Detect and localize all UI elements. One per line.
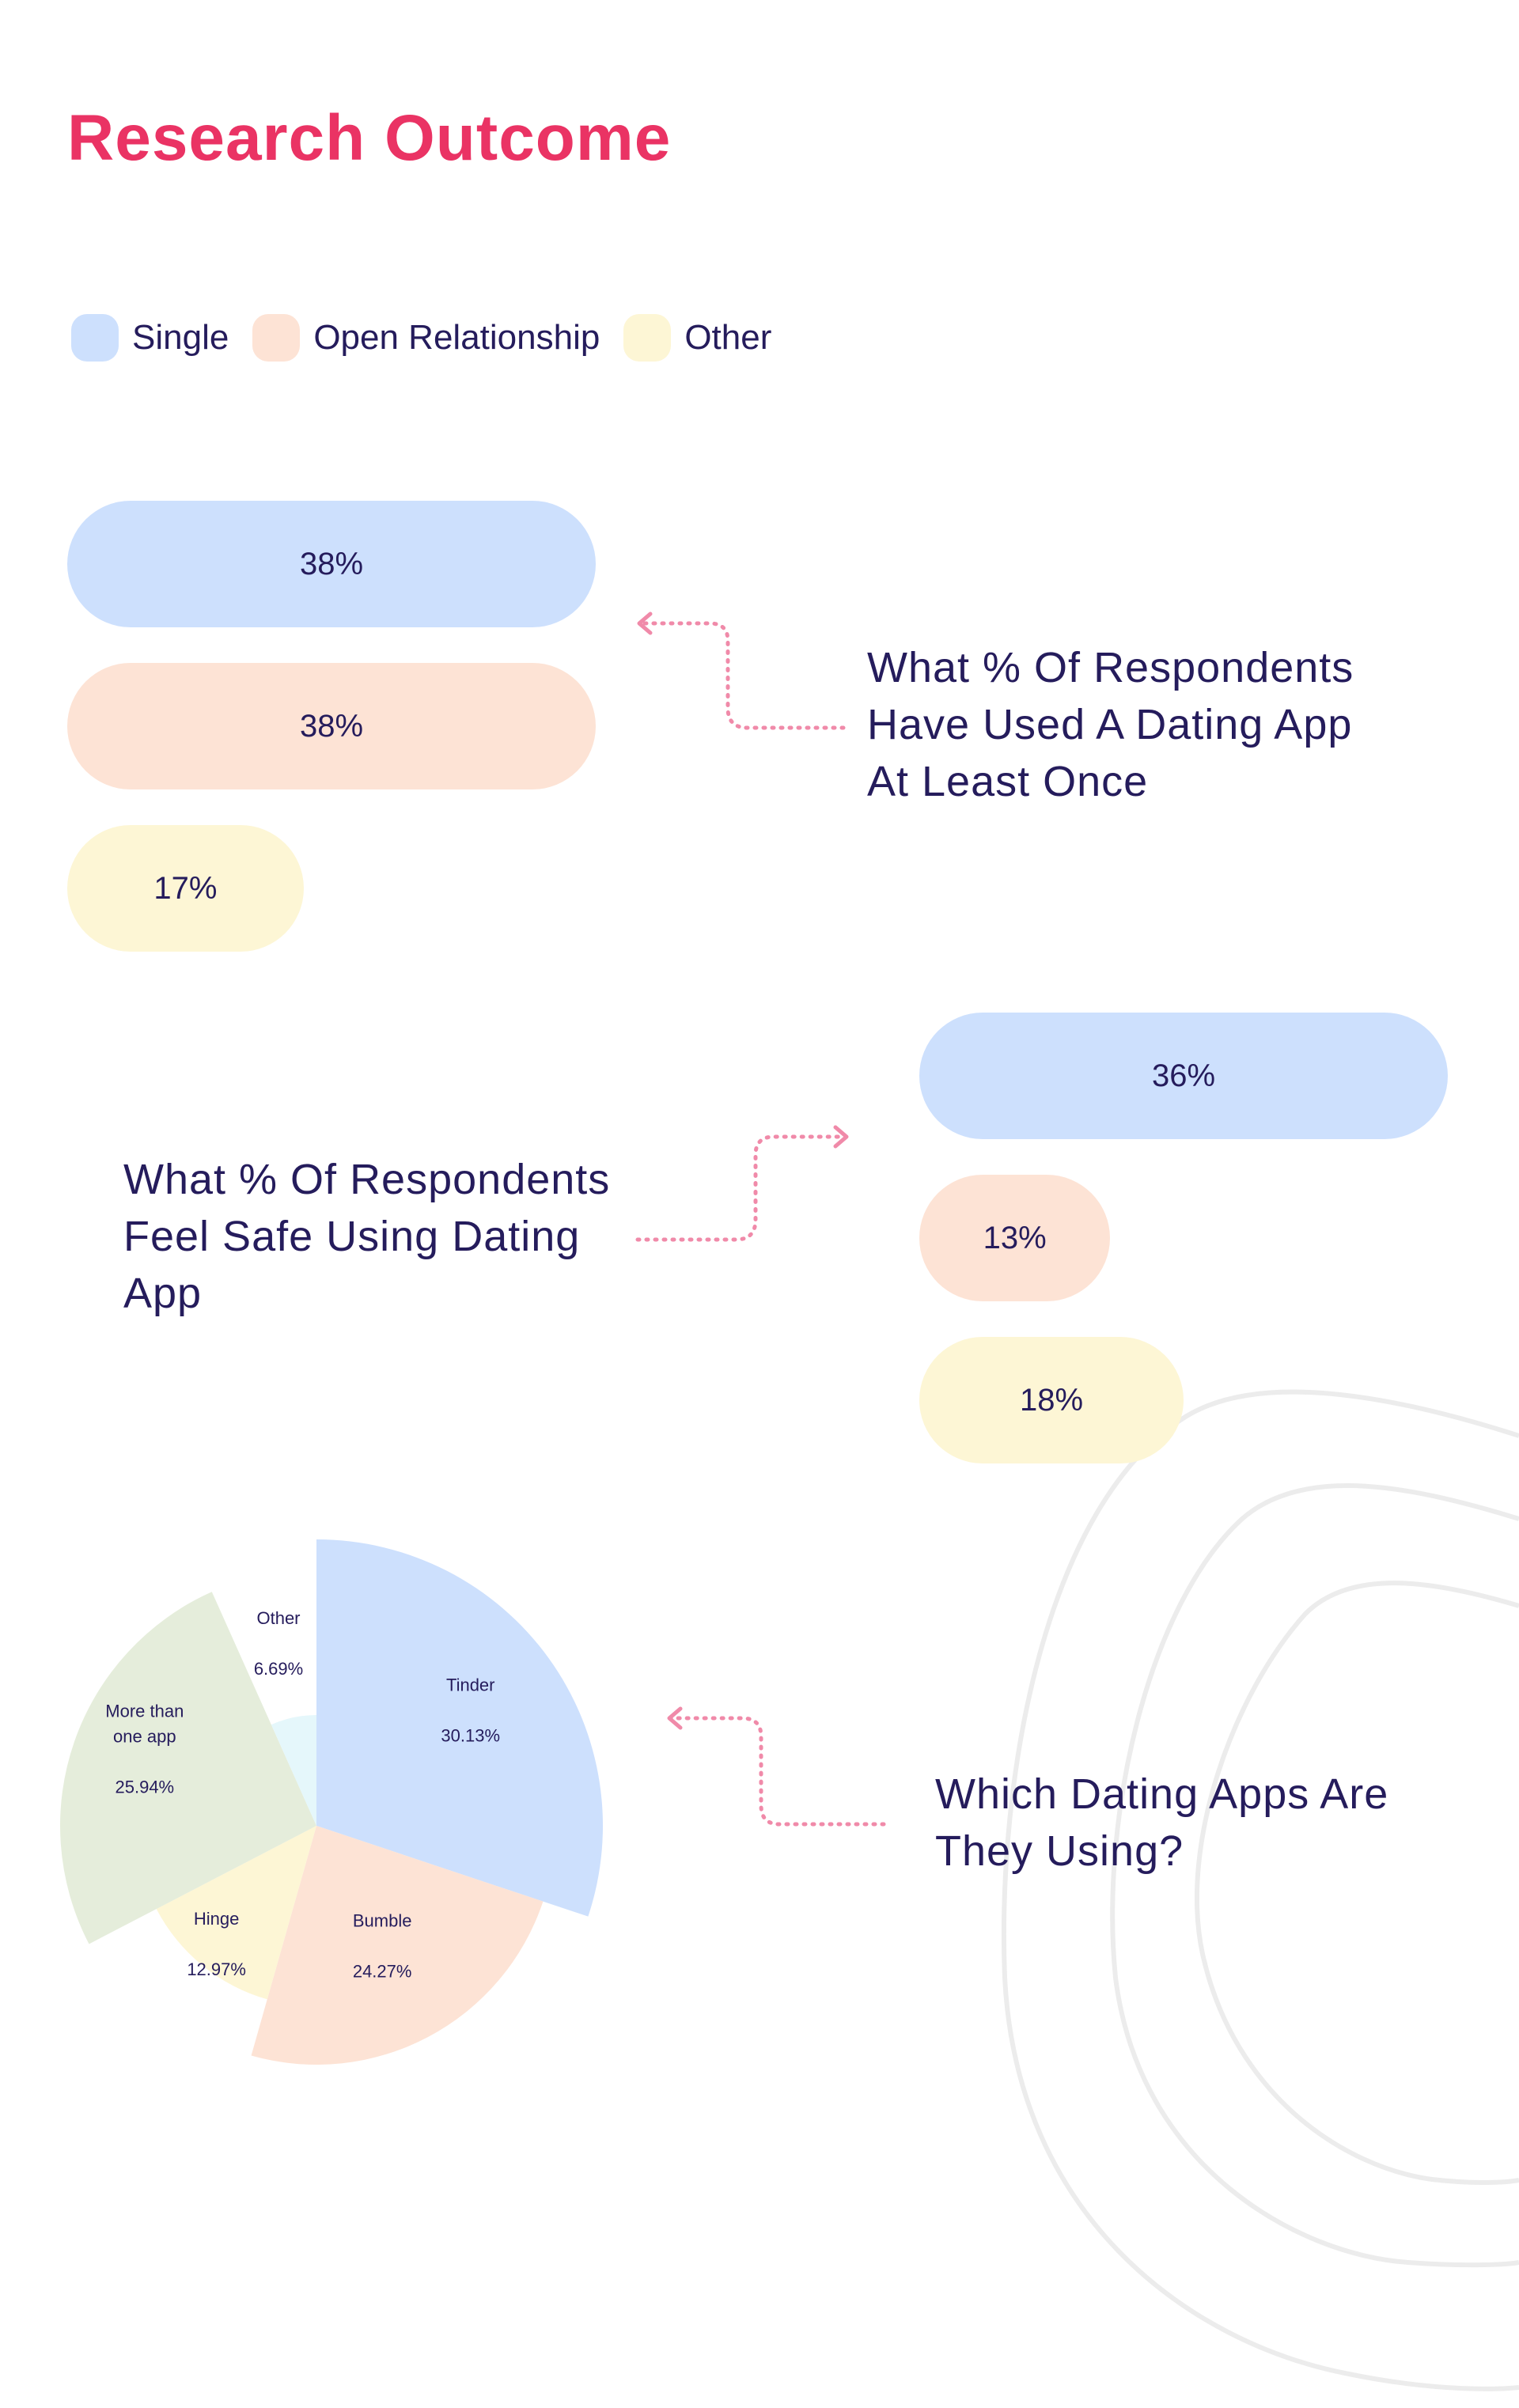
page-title: Research Outcome — [67, 102, 672, 174]
pie-slice-tinder — [316, 1539, 603, 1917]
pie-label-name: Bumble — [353, 1910, 412, 1930]
question-line: Feel Safe Using Dating — [123, 1213, 581, 1260]
pie-slice-bumble — [251, 1826, 544, 2065]
bar-open-relationship: 13% — [919, 1175, 1111, 1301]
legend-swatch-open-relationship — [252, 314, 301, 362]
pie-label-name: one app — [113, 1726, 176, 1746]
arrow-head-1 — [637, 611, 653, 635]
legend-label-open-relationship: Open Relationship — [313, 318, 600, 357]
pie-slice-other — [271, 1715, 316, 1826]
pie-label-name: Tinder — [446, 1675, 495, 1695]
legend-label-single: Single — [132, 318, 229, 357]
question-which-apps: Which Dating Apps Are They Using? — [935, 1766, 1388, 1880]
pie-label-value: 12.97% — [187, 1959, 246, 1979]
bar-single: 36% — [919, 1013, 1448, 1139]
pie-label-name: More than — [105, 1701, 184, 1721]
legend-item-other: Other — [623, 314, 771, 362]
pie-slice-more-than-one-app — [59, 1592, 316, 1944]
pie-chart-dating-apps: Tinder 30.13% Bumble 24.27% Hinge 12.97% More … — [59, 1539, 603, 2065]
pie-label-value: 6.69% — [254, 1659, 303, 1679]
pie-label-name: Hinge — [194, 1909, 239, 1929]
question-used-dating-app: What % Of Respondents Have Used A Dating… — [867, 639, 1354, 810]
bar-other: 18% — [919, 1337, 1184, 1463]
pie-label-value: 24.27% — [353, 1961, 412, 1981]
bar-value-label: 13% — [983, 1220, 1047, 1255]
question-line: What % Of Respondents — [123, 1156, 611, 1203]
arrow-head-3 — [667, 1706, 683, 1730]
legend-item-open-relationship: Open Relationship — [252, 314, 600, 362]
arrow-connector-3 — [669, 1716, 886, 1827]
bar-value-label: 18% — [1019, 1382, 1084, 1418]
question-line: Have Used A Dating App — [867, 701, 1353, 748]
legend-swatch-other — [623, 314, 672, 362]
bar-value-label: 38% — [299, 708, 364, 744]
question-line: Which Dating Apps Are — [935, 1770, 1389, 1818]
pie-label-value: 25.94% — [116, 1777, 175, 1797]
question-line: At Least Once — [867, 758, 1149, 805]
question-line: They Using? — [935, 1827, 1184, 1875]
bar-value-label: 17% — [153, 870, 218, 906]
pie-slice-hinge — [156, 1826, 316, 2000]
bar-open-relationship: 38% — [67, 663, 596, 789]
bar-single: 38% — [67, 501, 596, 627]
bar-value-label: 38% — [299, 546, 364, 581]
bar-other: 17% — [67, 825, 304, 952]
arrow-connector-1 — [638, 621, 846, 730]
arrow-head-2 — [833, 1125, 849, 1149]
pie-label-name: Other — [256, 1608, 300, 1628]
bar-value-label: 36% — [1151, 1058, 1216, 1093]
legend-swatch-single — [71, 314, 119, 362]
legend-label-other: Other — [684, 318, 772, 357]
arrow-connector-2 — [635, 1134, 847, 1242]
question-line: App — [123, 1270, 203, 1317]
question-feel-safe: What % Of Respondents Feel Safe Using Da… — [123, 1151, 610, 1322]
legend-item-single: Single — [71, 314, 229, 362]
pie-label-value: 30.13% — [441, 1726, 500, 1746]
question-line: What % Of Respondents — [867, 644, 1354, 691]
chart-legend: Single Open Relationship Other — [71, 313, 795, 362]
